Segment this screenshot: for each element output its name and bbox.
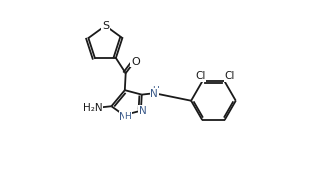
Text: N: N xyxy=(119,112,127,122)
Text: Cl: Cl xyxy=(225,71,235,81)
Text: O: O xyxy=(131,57,140,67)
Text: S: S xyxy=(102,21,109,31)
Text: N: N xyxy=(139,106,147,116)
Text: N: N xyxy=(150,89,158,99)
Text: H: H xyxy=(152,86,159,95)
Text: H: H xyxy=(125,112,131,122)
Text: Cl: Cl xyxy=(195,71,206,81)
Text: H₂N: H₂N xyxy=(83,103,103,113)
